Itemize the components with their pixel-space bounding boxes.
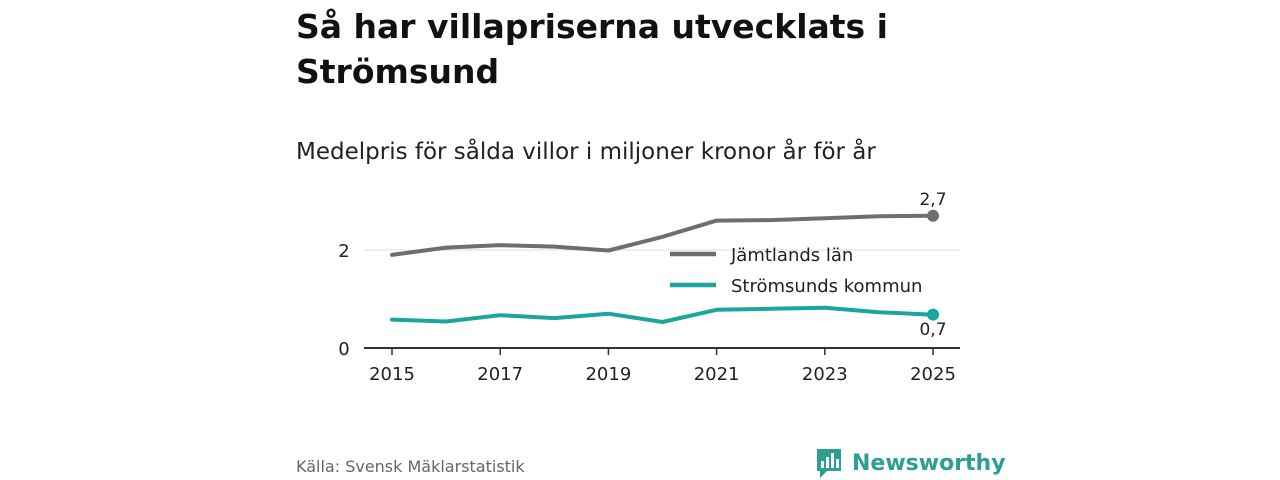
end-marker-stromsund (927, 308, 939, 321)
axis-layer: 0 2 2015 2017 2019 2021 2023 2025 (338, 241, 960, 385)
data-labels: 2,7 0,7 (919, 190, 946, 340)
legend: Jämtlands län Strömsunds kommun (670, 245, 922, 297)
x-tick-label-2023: 2023 (802, 364, 848, 385)
series-line-stromsund (390, 305, 935, 324)
legend-label-jamtland: Jämtlands län (730, 245, 853, 266)
series-layer (390, 209, 939, 324)
x-tick-label-2021: 2021 (694, 364, 740, 385)
legend-label-stromsund: Strömsunds kommun (731, 276, 922, 297)
end-label-jamtland: 2,7 (919, 190, 946, 210)
brand-name: Newsworthy (852, 450, 1006, 476)
x-tick-label-2019: 2019 (585, 364, 631, 385)
brand-logo[interactable]: Newsworthy (815, 446, 1006, 480)
source-note: Källa: Svensk Mäklarstatistik (296, 457, 525, 476)
x-tick-label-2025: 2025 (910, 364, 956, 385)
y-tick-label-2: 2 (338, 241, 349, 262)
end-marker-jamtland (927, 209, 939, 222)
chart-title: Så har villapriserna utvecklats i Ströms… (296, 7, 888, 91)
x-tick-label-2015: 2015 (369, 364, 415, 385)
y-tick-label-0: 0 (338, 339, 349, 360)
x-tick-label-2017: 2017 (477, 364, 523, 385)
series-line-jamtland (390, 213, 935, 257)
chart-subtitle: Medelpris för sålda villor i miljoner kr… (296, 139, 876, 165)
bar-chart-speech-bubble-icon (817, 449, 841, 478)
end-label-stromsund: 0,7 (919, 320, 946, 340)
